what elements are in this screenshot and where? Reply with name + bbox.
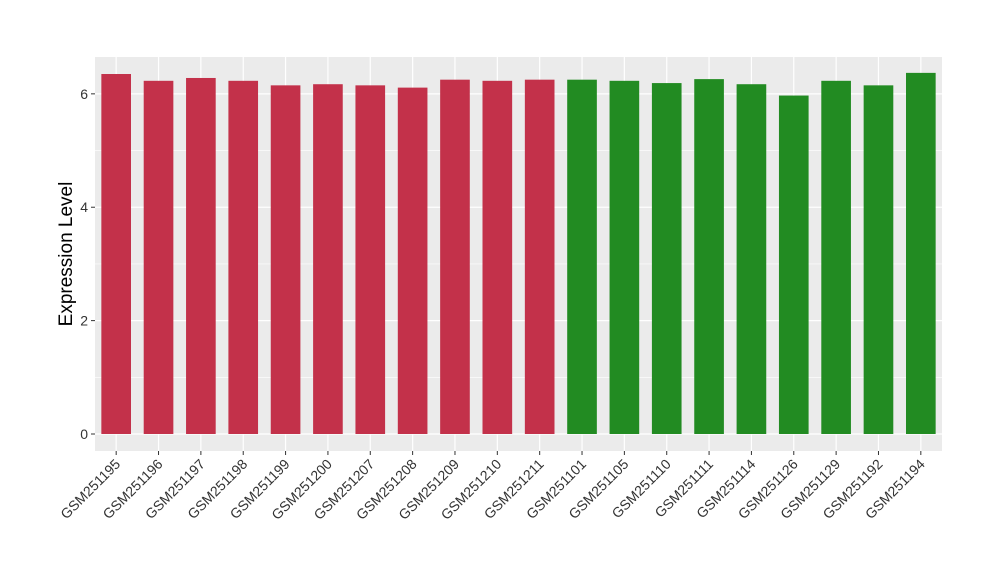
bar-GSM251192 xyxy=(863,85,894,434)
bar-GSM251196 xyxy=(143,80,174,434)
bar-GSM251129 xyxy=(821,80,851,434)
y-axis-title: Expression Level xyxy=(56,182,77,327)
y-tick-label: 0 xyxy=(80,426,88,442)
bar-GSM251110 xyxy=(651,83,682,434)
bar-GSM251194 xyxy=(906,72,936,434)
bar-GSM251101 xyxy=(567,79,597,434)
y-tick-label: 6 xyxy=(80,86,88,102)
bar-GSM251198 xyxy=(228,80,259,434)
bar-GSM251197 xyxy=(186,77,216,434)
bar-GSM251126 xyxy=(778,95,809,434)
y-tick-label: 4 xyxy=(80,199,88,215)
bar-GSM251209 xyxy=(440,79,470,434)
bar-GSM251207 xyxy=(355,85,386,434)
bar-GSM251199 xyxy=(270,85,301,434)
bar-GSM251200 xyxy=(313,84,343,434)
bar-GSM251211 xyxy=(524,79,555,434)
bar-GSM251210 xyxy=(482,80,513,434)
y-tick-label: 2 xyxy=(80,313,88,329)
bar-GSM251111 xyxy=(694,79,724,434)
bar-GSM251114 xyxy=(736,84,767,434)
bar-GSM251195 xyxy=(101,74,131,434)
bar-GSM251105 xyxy=(609,80,640,434)
plot-panel xyxy=(95,57,942,451)
y-axis: 0 2 4 6 xyxy=(80,86,95,442)
bars xyxy=(101,72,936,434)
x-axis: GSM251195GSM251196GSM251197GSM251198GSM2… xyxy=(57,451,928,523)
bar-GSM251208 xyxy=(397,87,428,434)
